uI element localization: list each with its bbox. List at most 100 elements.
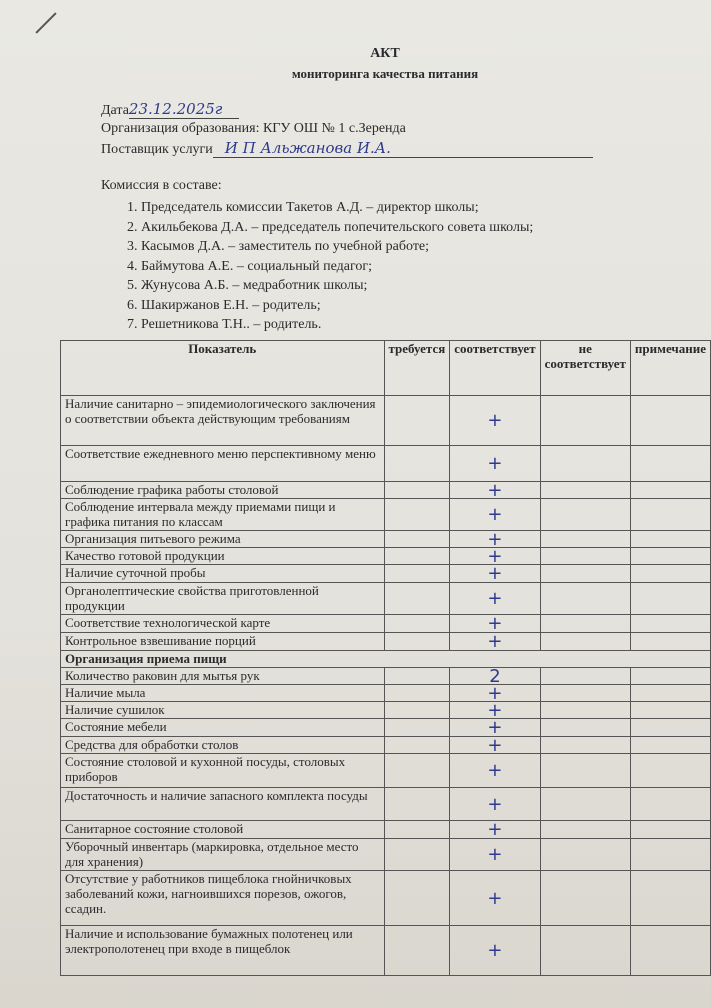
- table-row: Соблюдение графика работы столовой +: [60, 481, 711, 499]
- compliant-cell: +: [449, 787, 541, 821]
- noncompliant-cell: [539, 925, 631, 976]
- date-label: Дата: [101, 103, 129, 118]
- note-cell: [629, 701, 711, 719]
- table-row: Уборочный инвентарь (маркировка, отдельн…: [60, 838, 711, 871]
- table-row: Состояние мебели +: [60, 718, 711, 737]
- noncompliant-cell: [539, 753, 631, 788]
- note-cell: [629, 787, 711, 821]
- document-subtitle: мониторинга качества питания: [291, 66, 479, 81]
- compliant-cell: +: [449, 445, 541, 482]
- commission-member: Касымов Д.А. – заместитель по учебной ра…: [141, 237, 533, 257]
- indicator-cell: Соблюдение интервала между приемами пищи…: [60, 498, 385, 531]
- header-compliant: соответствует: [449, 340, 541, 396]
- required-cell: [383, 838, 451, 871]
- required-cell: [383, 564, 451, 583]
- header-note: примечание: [629, 340, 711, 396]
- required-cell: [383, 718, 451, 737]
- header-noncompliant: не соответствует: [539, 340, 631, 396]
- monitoring-table: Показатель требуется соответствует не со…: [60, 340, 711, 976]
- note-cell: [629, 820, 711, 839]
- indicator-cell: Соответствие ежедневного меню перспектив…: [60, 445, 385, 482]
- required-cell: [383, 395, 451, 446]
- table-header: Показатель требуется соответствует не со…: [60, 340, 711, 396]
- required-cell: [383, 701, 451, 719]
- compliant-cell: +: [449, 395, 541, 446]
- noncompliant-cell: [539, 564, 631, 583]
- compliant-cell: +: [449, 530, 541, 548]
- noncompliant-cell: [539, 445, 631, 482]
- required-cell: [383, 820, 451, 839]
- required-cell: [383, 667, 451, 685]
- commission-list: Председатель комиссии Такетов А.Д. – дир…: [101, 198, 533, 335]
- required-cell: [383, 870, 451, 926]
- table-row: Качество готовой продукции +: [60, 547, 711, 565]
- indicator-cell: Достаточность и наличие запасного компле…: [60, 787, 385, 821]
- date-value: 23.12.2025г: [128, 100, 239, 119]
- required-cell: [383, 445, 451, 482]
- required-cell: [383, 498, 451, 531]
- commission-member: Акильбекова Д.А. – председатель попечите…: [141, 218, 533, 238]
- noncompliant-cell: [539, 547, 631, 565]
- compliant-cell: +: [449, 564, 541, 583]
- required-cell: [383, 582, 451, 615]
- required-cell: [383, 632, 451, 651]
- noncompliant-cell: [539, 667, 631, 685]
- required-cell: [383, 614, 451, 633]
- indicator-cell: Средства для обработки столов: [60, 736, 385, 754]
- table-row: Наличие мыла +: [60, 684, 711, 702]
- required-cell: [383, 736, 451, 754]
- table-row: Санитарное состояние столовой +: [60, 820, 711, 839]
- compliant-cell: 2: [449, 667, 541, 685]
- note-cell: [629, 395, 711, 446]
- indicator-cell: Состояние столовой и кухонной посуды, ст…: [60, 753, 385, 788]
- note-cell: [629, 614, 711, 633]
- indicator-cell: Наличие и использование бумажных полотен…: [60, 925, 385, 976]
- table-row: Достаточность и наличие запасного компле…: [60, 787, 711, 821]
- indicator-cell: Наличие суточной пробы: [60, 564, 385, 583]
- compliant-cell: +: [449, 684, 541, 702]
- table-row: Наличие санитарно – эпидемиологического …: [60, 395, 711, 446]
- noncompliant-cell: [539, 701, 631, 719]
- table-row: Организация питьевого режима +: [60, 530, 711, 548]
- note-cell: [629, 870, 711, 926]
- table-row: Соответствие технологической карте +: [60, 614, 711, 633]
- noncompliant-cell: [539, 838, 631, 871]
- note-cell: [629, 667, 711, 685]
- compliant-cell: +: [449, 632, 541, 651]
- commission-member: Председатель комиссии Такетов А.Д. – дир…: [141, 198, 533, 218]
- table-row: Наличие сушилок +: [60, 701, 711, 719]
- table-row: Отсутствие у работников пищеблока гнойни…: [60, 870, 711, 926]
- note-cell: [629, 564, 711, 583]
- noncompliant-cell: [539, 718, 631, 737]
- note-cell: [629, 530, 711, 548]
- note-cell: [629, 925, 711, 976]
- table-row: Наличие и использование бумажных полотен…: [60, 925, 711, 976]
- indicator-cell: Качество готовой продукции: [60, 547, 385, 565]
- table-row: Контрольное взвешивание порций +: [60, 632, 711, 651]
- organization-line: Организация образования: КГУ ОШ № 1 с.Зе…: [101, 121, 406, 136]
- compliant-cell: +: [449, 753, 541, 788]
- noncompliant-cell: [539, 498, 631, 531]
- header-required: требуется: [383, 340, 451, 396]
- supplier-label: Поставщик услуги: [101, 142, 213, 157]
- required-cell: [383, 530, 451, 548]
- table-row: Средства для обработки столов +: [60, 736, 711, 754]
- indicator-cell: Состояние мебели: [60, 718, 385, 737]
- required-cell: [383, 481, 451, 499]
- noncompliant-cell: [539, 632, 631, 651]
- commission-member: Решетникова Т.Н.. – родитель.: [141, 315, 533, 335]
- required-cell: [383, 684, 451, 702]
- noncompliant-cell: [539, 736, 631, 754]
- indicator-cell: Наличие мыла: [60, 684, 385, 702]
- note-cell: [629, 753, 711, 788]
- required-cell: [383, 753, 451, 788]
- noncompliant-cell: [539, 395, 631, 446]
- section-row: Организация приема пищи: [60, 650, 711, 668]
- required-cell: [383, 787, 451, 821]
- table-row: Соответствие ежедневного меню перспектив…: [60, 445, 711, 482]
- compliant-cell: +: [449, 820, 541, 839]
- indicator-cell: Санитарное состояние столовой: [60, 820, 385, 839]
- noncompliant-cell: [539, 614, 631, 633]
- compliant-cell: +: [449, 838, 541, 871]
